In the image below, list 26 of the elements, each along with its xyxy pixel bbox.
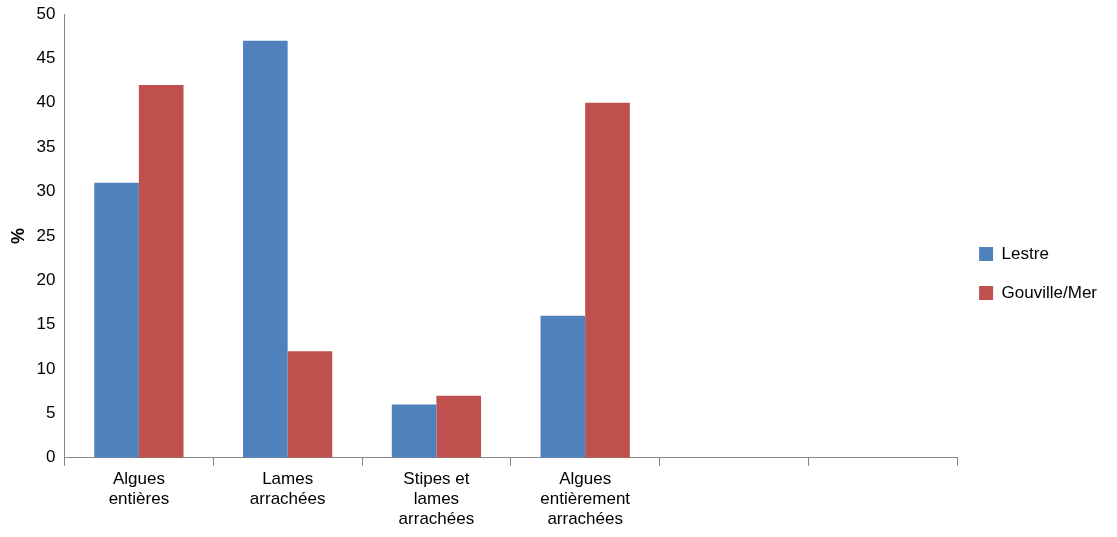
bar	[287, 351, 333, 458]
bar	[540, 315, 586, 458]
bar	[391, 404, 437, 458]
y-tick-label: 5	[46, 403, 56, 423]
bar	[138, 85, 184, 458]
y-tick-label: 45	[36, 48, 56, 68]
y-tick-label: 50	[36, 3, 56, 23]
y-tick-label: 25	[36, 225, 56, 245]
y-tick-label: 15	[36, 314, 56, 334]
x-tick-label: Stipes et lames arrachées	[398, 468, 475, 529]
bar	[243, 40, 288, 458]
y-tick-label: 30	[36, 181, 56, 201]
x-tick-label: Lames arrachées	[249, 468, 326, 509]
bar	[94, 182, 139, 458]
y-tick-label: 10	[36, 358, 56, 378]
y-tick-label: 40	[36, 92, 56, 112]
bar	[436, 395, 482, 458]
x-tick-label: Algues entièrement arrachées	[540, 468, 631, 529]
y-tick-label: 35	[36, 136, 56, 156]
y-tick-label: 0	[46, 447, 56, 467]
legend-label: Lestre	[1001, 243, 1049, 263]
y-tick-label: 20	[36, 269, 56, 289]
x-tick-label: Algues entières	[108, 468, 170, 509]
y-axis-title: %	[7, 227, 28, 244]
legend-label: Gouville/Mer	[1001, 282, 1098, 302]
bar	[585, 102, 630, 458]
